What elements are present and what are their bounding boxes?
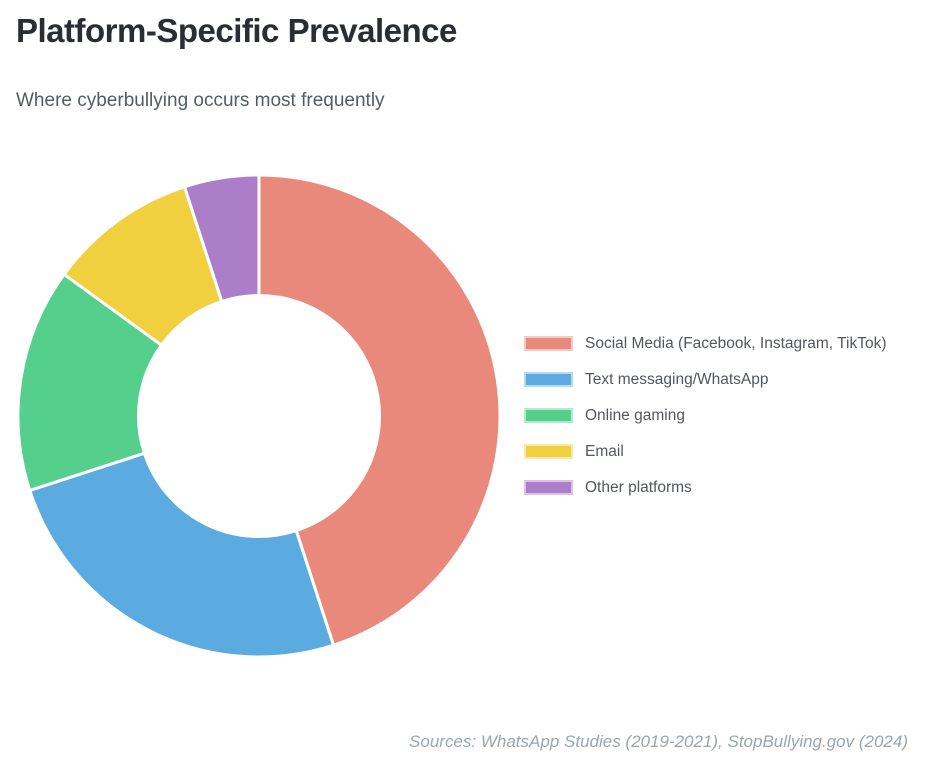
donut-slice[interactable]	[183, 173, 261, 303]
donut-slice[interactable]	[16, 272, 164, 492]
legend-item-email[interactable]: Email	[524, 444, 887, 459]
page-title: Platform-Specific Prevalence	[16, 12, 457, 49]
donut-slice[interactable]	[257, 173, 502, 647]
legend-item-online-gaming[interactable]: Online gaming	[524, 408, 887, 423]
legend-item-social-media[interactable]: Social Media (Facebook, Instagram, TikTo…	[524, 336, 887, 351]
chart-legend: Social Media (Facebook, Instagram, TikTo…	[524, 336, 887, 495]
page-subtitle: Where cyberbullying occurs most frequent…	[16, 90, 385, 111]
legend-swatch-online-gaming	[524, 408, 573, 423]
legend-label: Social Media (Facebook, Instagram, TikTo…	[585, 334, 887, 352]
legend-label: Other platforms	[585, 478, 692, 496]
legend-label: Email	[585, 442, 624, 460]
legend-swatch-other-platforms	[524, 480, 573, 495]
legend-swatch-social-media	[524, 336, 573, 351]
donut-slice[interactable]	[28, 451, 335, 659]
source-note: Sources: WhatsApp Studies (2019-2021), S…	[409, 732, 908, 751]
legend-label: Online gaming	[585, 406, 685, 424]
legend-item-text-messaging[interactable]: Text messaging/WhatsApp	[524, 372, 887, 387]
legend-label: Text messaging/WhatsApp	[585, 370, 769, 388]
legend-item-other-platforms[interactable]: Other platforms	[524, 480, 887, 495]
legend-swatch-email	[524, 444, 573, 459]
legend-swatch-text-messaging	[524, 372, 573, 387]
